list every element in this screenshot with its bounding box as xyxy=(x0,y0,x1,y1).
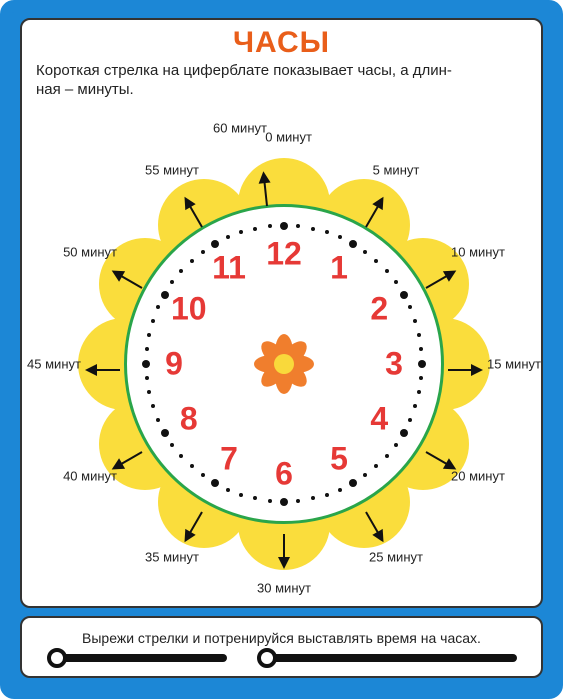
minute-label: 55 минут xyxy=(145,162,199,177)
minute-tick xyxy=(190,259,194,263)
minute-tick xyxy=(145,347,149,351)
minute-tick xyxy=(170,280,174,284)
minute-tick xyxy=(190,464,194,468)
minute-label: 60 минут xyxy=(213,120,267,135)
minute-tick xyxy=(311,227,315,231)
minute-tick xyxy=(201,250,205,254)
minute-label: 45 минут xyxy=(27,356,81,371)
clock-hands-cutout xyxy=(47,650,517,664)
page-frame: ЧАСЫ Короткая стрелка на циферблате пока… xyxy=(0,0,563,699)
minute-arrow-icon xyxy=(278,534,290,570)
minute-tick xyxy=(211,240,219,248)
minute-label: 50 минут xyxy=(63,244,117,259)
hour-number: 8 xyxy=(180,400,198,437)
minute-label: 10 минут xyxy=(451,244,505,259)
minute-tick xyxy=(211,479,219,487)
minute-label: 30 минут xyxy=(257,580,311,595)
minute-tick xyxy=(239,493,243,497)
minute-tick xyxy=(151,319,155,323)
page-title: ЧАСЫ xyxy=(34,26,529,60)
hour-number: 4 xyxy=(370,400,388,437)
minute-tick xyxy=(385,454,389,458)
minute-tick xyxy=(147,390,151,394)
minute-tick xyxy=(325,493,329,497)
minute-tick xyxy=(363,250,367,254)
minute-tick xyxy=(253,227,257,231)
minute-label: 5 минут xyxy=(373,162,420,177)
minute-tick xyxy=(338,235,342,239)
cutout-hand xyxy=(47,652,227,664)
minute-label: 15 минут xyxy=(487,356,541,371)
minute-tick xyxy=(394,280,398,284)
minute-tick xyxy=(408,305,412,309)
minute-tick xyxy=(161,429,169,437)
minute-label: 20 минут xyxy=(451,468,505,483)
minute-tick xyxy=(419,347,423,351)
minute-tick xyxy=(151,404,155,408)
minute-tick xyxy=(408,418,412,422)
footer-text: Вырежи стрелки и потренируйся выставлять… xyxy=(82,630,481,646)
minute-tick xyxy=(400,429,408,437)
hour-number: 10 xyxy=(171,290,207,327)
minute-tick xyxy=(280,222,288,230)
minute-tick xyxy=(161,291,169,299)
minute-tick xyxy=(201,473,205,477)
minute-label: 25 минут xyxy=(369,550,423,565)
hour-number: 6 xyxy=(275,455,293,492)
minute-label: 35 минут xyxy=(145,550,199,565)
minute-tick xyxy=(179,454,183,458)
hour-number: 5 xyxy=(330,440,348,477)
minute-tick xyxy=(239,230,243,234)
description-text: Короткая стрелка на циферблате показывае… xyxy=(36,62,529,100)
main-panel: ЧАСЫ Короткая стрелка на циферблате пока… xyxy=(20,18,543,608)
hour-number: 12 xyxy=(266,235,302,272)
minute-tick xyxy=(226,235,230,239)
hour-number: 3 xyxy=(385,345,403,382)
minute-tick xyxy=(413,319,417,323)
minute-tick xyxy=(156,305,160,309)
minute-tick xyxy=(385,269,389,273)
minute-tick xyxy=(363,473,367,477)
minute-tick xyxy=(311,496,315,500)
minute-tick xyxy=(418,360,426,368)
minute-tick xyxy=(417,333,421,337)
minute-tick xyxy=(349,479,357,487)
hour-number: 2 xyxy=(370,290,388,327)
minute-tick xyxy=(374,464,378,468)
minute-tick xyxy=(325,230,329,234)
minute-tick xyxy=(268,499,272,503)
minute-tick xyxy=(179,269,183,273)
minute-tick xyxy=(394,443,398,447)
clock-stage: 1212345678910110 минут5 минут10 минут15 … xyxy=(34,104,534,604)
minute-tick xyxy=(142,360,150,368)
minute-tick xyxy=(374,259,378,263)
minute-tick xyxy=(147,333,151,337)
minute-tick xyxy=(417,390,421,394)
hour-number: 7 xyxy=(220,440,238,477)
footer-panel: Вырежи стрелки и потренируйся выставлять… xyxy=(20,616,543,678)
hour-number: 1 xyxy=(330,250,348,287)
minute-tick xyxy=(349,240,357,248)
minute-tick xyxy=(280,498,288,506)
hour-number: 11 xyxy=(212,250,246,287)
minute-tick xyxy=(419,376,423,380)
minute-arrow-icon xyxy=(448,364,484,376)
minute-tick xyxy=(156,418,160,422)
minute-label: 0 минут xyxy=(265,129,312,144)
minute-tick xyxy=(338,488,342,492)
minute-tick xyxy=(170,443,174,447)
minute-tick xyxy=(413,404,417,408)
minute-label: 40 минут xyxy=(63,468,117,483)
minute-tick xyxy=(145,376,149,380)
minute-tick xyxy=(296,499,300,503)
minute-tick xyxy=(268,224,272,228)
minute-tick xyxy=(400,291,408,299)
minute-arrow-icon xyxy=(84,364,120,376)
minute-tick xyxy=(253,496,257,500)
minute-tick xyxy=(226,488,230,492)
hour-number: 9 xyxy=(165,345,183,382)
cutout-hand xyxy=(257,652,517,664)
minute-tick xyxy=(296,224,300,228)
